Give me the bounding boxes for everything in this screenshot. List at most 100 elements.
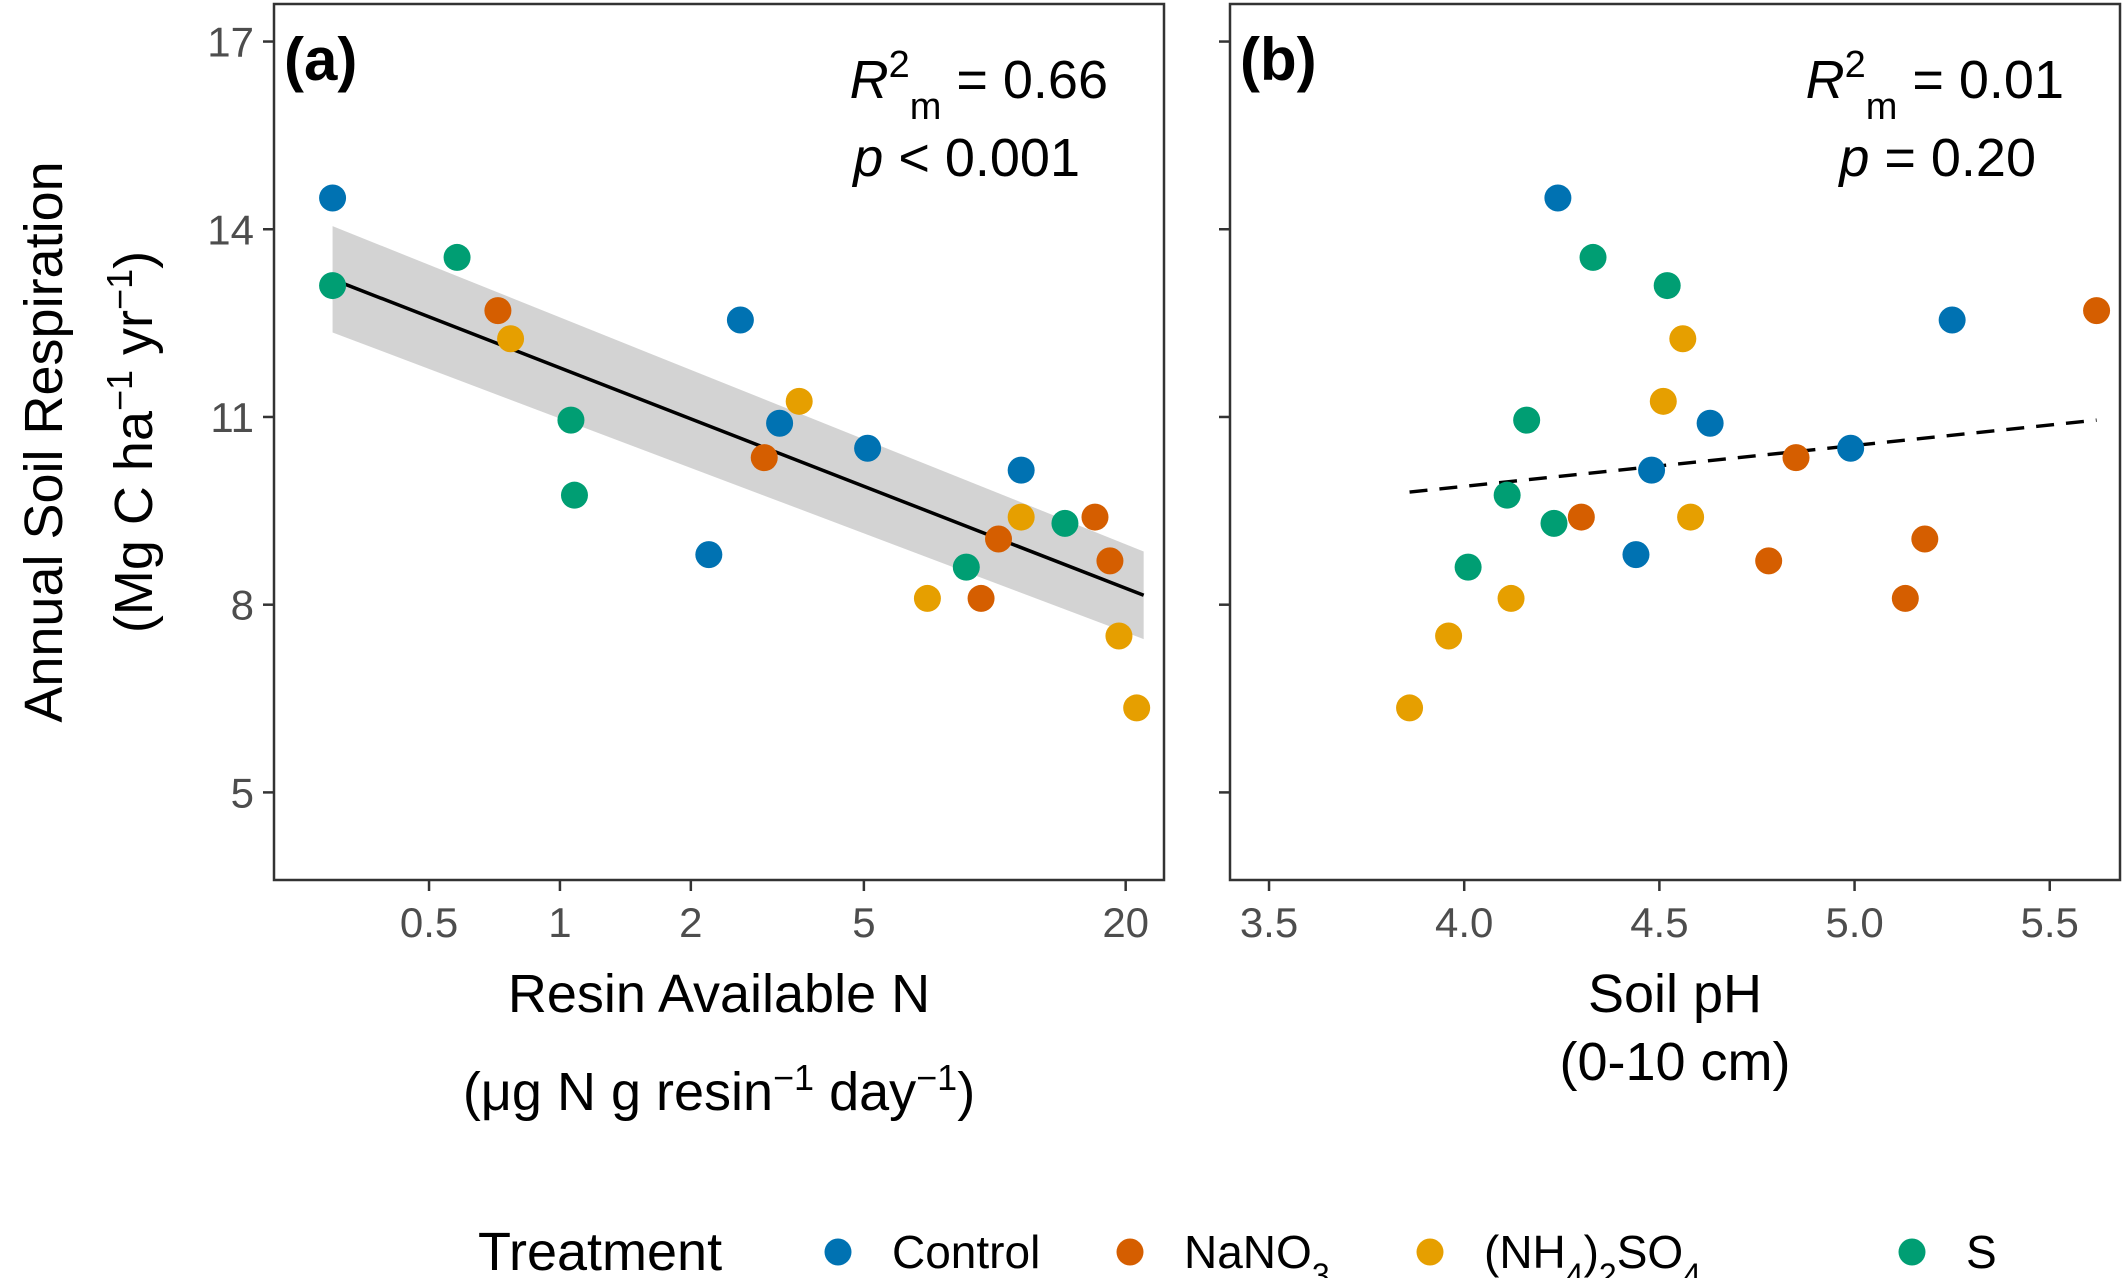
p-value: < 0.001 xyxy=(883,128,1080,188)
p-value-text: p = 0.20 xyxy=(1837,128,2036,188)
r-symbol: R xyxy=(1806,50,1845,110)
r-subscript: m xyxy=(1866,86,1898,128)
data-point xyxy=(1755,547,1783,575)
r-squared-text: R2m = 0.66 xyxy=(850,44,1108,128)
shared-y-axis-title: Annual Soil Respiration (Mg C ha−1 yr−1) xyxy=(14,161,164,722)
data-point xyxy=(913,584,941,612)
data-point xyxy=(1007,456,1035,484)
data-point xyxy=(560,481,588,509)
x-axis-title: Soil pH xyxy=(1588,964,1762,1024)
y-tick-label: 17 xyxy=(207,19,254,66)
p-symbol: p xyxy=(851,128,883,188)
label-part: (0-10 cm) xyxy=(1559,1032,1790,1092)
label-part: day xyxy=(814,1062,916,1122)
x-tick-label: 20 xyxy=(1102,899,1149,946)
x-axis-title: Resin Available N xyxy=(508,964,930,1024)
legend-swatch xyxy=(824,1238,852,1266)
data-point xyxy=(1497,584,1525,612)
data-point xyxy=(1669,325,1697,353)
p-value-text: p < 0.001 xyxy=(851,128,1080,188)
r-superscript: 2 xyxy=(889,44,910,86)
data-point xyxy=(484,297,512,325)
data-point xyxy=(726,306,754,334)
label-part: −1 xyxy=(773,1057,814,1098)
data-point xyxy=(967,584,995,612)
plot-area xyxy=(1230,4,2120,880)
data-point xyxy=(1579,243,1607,271)
y-units-part: ) xyxy=(104,251,164,269)
legend-label: (NH4)2SO4 xyxy=(1484,1226,1701,1278)
label-part: 2 xyxy=(1599,1257,1617,1278)
label-part: ) xyxy=(957,1062,975,1122)
x-tick-label: 3.5 xyxy=(1240,899,1298,946)
label-part: (μg N g resin xyxy=(463,1062,773,1122)
data-point xyxy=(443,243,471,271)
data-point xyxy=(1696,409,1724,437)
panel-b: 3.5 4.0 4.5 5.0 5.5 Soil pH (0-10 cm) (b) R2m = … xyxy=(1219,2,2122,1092)
data-point xyxy=(319,184,347,212)
panel-border xyxy=(272,2,1166,882)
data-point xyxy=(1454,553,1482,581)
y-tick-label: 14 xyxy=(207,206,254,253)
legend-swatch xyxy=(1898,1238,1926,1266)
data-point xyxy=(1653,272,1681,300)
data-point xyxy=(1081,503,1109,531)
data-point xyxy=(1567,503,1595,531)
x-tick-label: 2 xyxy=(679,899,702,946)
p-symbol: p xyxy=(1837,128,1869,188)
data-point xyxy=(1096,547,1124,575)
data-point xyxy=(319,272,347,300)
data-point xyxy=(1638,456,1666,484)
label-part: ) xyxy=(1584,1226,1599,1278)
data-point xyxy=(1891,584,1919,612)
data-point xyxy=(766,409,794,437)
y-axis-units: (Mg C ha−1 yr−1) xyxy=(99,251,165,633)
data-point xyxy=(1540,509,1568,537)
p-value: = 0.20 xyxy=(1869,128,2036,188)
label-part: 4 xyxy=(1566,1257,1584,1278)
label-part: 3 xyxy=(1312,1257,1330,1278)
label-part: S xyxy=(1966,1226,1997,1278)
x-tick-label: 1 xyxy=(548,899,571,946)
data-point xyxy=(497,325,525,353)
x-tick-label: 5.5 xyxy=(2021,899,2079,946)
data-point xyxy=(785,387,813,415)
y-tick-label: 11 xyxy=(210,394,254,441)
dashed-fit-line xyxy=(1409,418,2097,494)
data-point xyxy=(1837,434,1865,462)
x-tick-label: 4.0 xyxy=(1435,899,1493,946)
confidence-band xyxy=(332,226,1144,640)
x-axis-units: (0-10 cm) xyxy=(1559,1032,1790,1092)
legend-swatch xyxy=(1416,1238,1444,1266)
data-point xyxy=(1435,622,1463,650)
label-part: −1 xyxy=(916,1057,957,1098)
y-tick-label: 8 xyxy=(231,582,254,629)
data-point xyxy=(1396,694,1424,722)
legend-label: Control xyxy=(892,1226,1040,1278)
x-axis-units: (μg N g resin−1 day−1) xyxy=(463,1057,975,1123)
data-point xyxy=(1938,306,1966,334)
r-subscript: m xyxy=(910,86,942,128)
label-part: SO xyxy=(1617,1226,1683,1278)
panel-label: (a) xyxy=(284,26,357,93)
x-tick-label: 4.5 xyxy=(1630,899,1688,946)
data-point xyxy=(854,434,882,462)
y-units-part: (Mg C ha xyxy=(104,410,164,633)
r-squared-text: R2m = 0.01 xyxy=(1806,44,2064,128)
data-point xyxy=(1007,503,1035,531)
r-value: = 0.01 xyxy=(1897,50,2064,110)
r-symbol: R xyxy=(850,50,889,110)
data-point xyxy=(1544,184,1572,212)
data-point xyxy=(1911,525,1939,553)
y-tick-label: 5 xyxy=(231,769,254,816)
r-superscript: 2 xyxy=(1845,44,1866,86)
data-point xyxy=(1649,387,1677,415)
label-part: NaNO xyxy=(1184,1226,1312,1278)
data-point xyxy=(985,525,1013,553)
legend-swatch xyxy=(1116,1238,1144,1266)
data-point xyxy=(952,553,980,581)
y-units-part: yr xyxy=(104,310,164,370)
data-point xyxy=(1493,481,1521,509)
x-tick-label: 5 xyxy=(852,899,875,946)
